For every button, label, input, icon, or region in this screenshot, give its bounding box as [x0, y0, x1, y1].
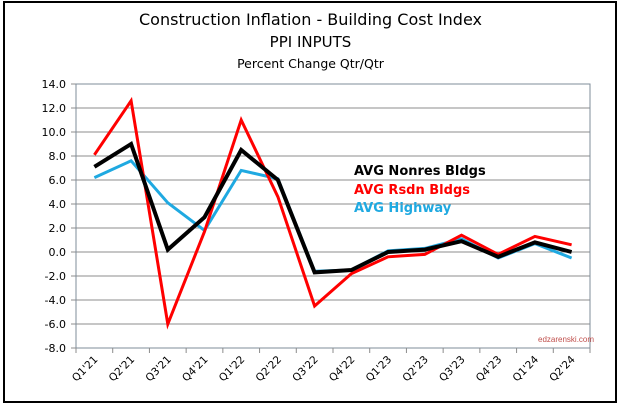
chart-subtitle: PPI INPUTS [269, 33, 352, 51]
x-tick-label: Q1'24 [511, 353, 542, 384]
y-tick-label: 8.0 [49, 150, 67, 163]
x-tick-label: Q2'24 [547, 353, 578, 384]
x-tick-label: Q4'23 [474, 354, 505, 385]
y-tick-label: 14.0 [42, 78, 67, 91]
x-tick-label: Q3'23 [437, 354, 468, 385]
y-tick-label: 10.0 [42, 126, 67, 139]
y-tick-label: 0.0 [49, 246, 67, 259]
x-tick-label: Q2'22 [254, 354, 285, 385]
y-tick-label: 12.0 [42, 102, 67, 115]
y-tick-label: 2.0 [49, 222, 67, 235]
watermark: edzarenski.com [538, 335, 595, 344]
x-tick-label: Q2'23 [400, 354, 431, 385]
x-tick-label: Q4'21 [180, 354, 211, 385]
legend-entry-highway: AVG Highway [354, 201, 452, 216]
chart-title: Construction Inflation - Building Cost I… [139, 10, 482, 29]
y-tick-label: 4.0 [49, 198, 67, 211]
series-line-avg-nonres-bldgs [93, 140, 573, 275]
y-tick-label: -4.0 [45, 294, 66, 307]
x-tick-label: Q1'23 [364, 354, 395, 385]
y-tick-label: 6.0 [49, 174, 67, 187]
x-tick-label: Q1'22 [217, 354, 248, 385]
y-tick-label: -2.0 [45, 270, 66, 283]
chart-subtitle-2: Percent Change Qtr/Qtr [237, 56, 384, 71]
y-tick-label: -8.0 [45, 342, 66, 355]
plot-area [75, 83, 591, 349]
x-tick-label: Q2'21 [107, 354, 138, 385]
legend-entry-nonres: AVG Nonres Bldgs [354, 164, 486, 179]
x-tick-label: Q1'21 [70, 354, 101, 385]
x-tick-label: Q3'22 [290, 354, 321, 385]
x-tick-label: Q4'22 [327, 354, 358, 385]
legend-entry-rsdn: AVG Rsdn Bldgs [354, 183, 470, 198]
series-line-avg-rsdn-bldgs [93, 96, 572, 330]
x-tick-label: Q3'21 [143, 354, 174, 385]
chart-frame [3, 1, 617, 403]
y-tick-label: -6.0 [45, 318, 66, 331]
